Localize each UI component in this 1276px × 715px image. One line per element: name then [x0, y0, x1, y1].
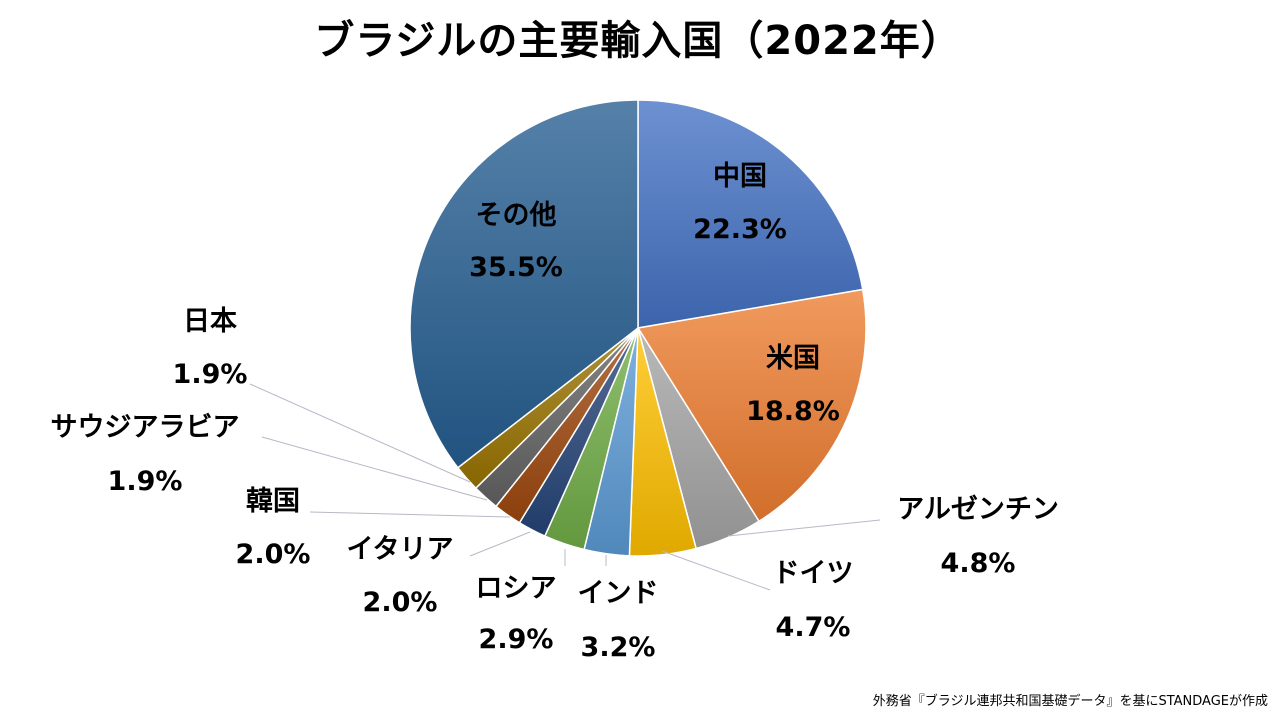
chart-title: ブラジルの主要輸入国（2022年）	[314, 18, 962, 64]
slice-9-leader-line	[261, 436, 488, 501]
slice-2-value-label: 18.8%	[746, 396, 840, 427]
slice-7-name-label: イタリア	[347, 534, 454, 565]
slice-1-name-label: 中国	[713, 161, 767, 192]
slice-11-name-label: その他	[476, 200, 557, 231]
pie-slices	[409, 99, 867, 557]
leader-lines	[249, 383, 881, 591]
slice-2-name-label: 米国	[766, 343, 820, 374]
slice-9-value-label: 1.9%	[108, 466, 183, 497]
slice-10-leader-line	[249, 383, 471, 483]
source-note: 外務省『ブラジル連邦共和国基礎データ』を基にSTANDAGEが作成	[872, 694, 1268, 709]
slice-10-value-label: 1.9%	[173, 359, 248, 390]
slice-2-wedge	[636, 288, 867, 523]
slice-11-wedge	[409, 99, 639, 469]
slice-4-name-label: ドイツ	[773, 558, 854, 589]
slice-3-name-label: アルゼンチン	[897, 494, 1059, 525]
slice-10-name-label: 日本	[183, 306, 237, 337]
slice-8-leader-line	[309, 511, 511, 518]
slice-6-name-label: ロシア	[476, 573, 557, 604]
slice-1-wedge	[637, 99, 864, 329]
slice-3-leader-line	[727, 519, 881, 537]
slice-4-leader-line	[661, 550, 771, 591]
slice-1-value-label: 22.3%	[693, 214, 787, 245]
slice-8-name-label: 韓国	[246, 486, 300, 517]
slice-4-value-label: 4.7%	[776, 612, 851, 643]
slice-9-name-label: サウジアラビア	[51, 412, 240, 443]
slice-labels: 中国 22.3% 米国 18.8% アルゼンチン 4.8% ドイツ 4.7% インド 3.2% ロシ…	[51, 161, 1059, 663]
slice-3-value-label: 4.8%	[941, 548, 1016, 579]
slice-11-value-label: 35.5%	[469, 252, 563, 283]
slice-7-value-label: 2.0%	[363, 587, 438, 618]
slice-6-value-label: 2.9%	[479, 624, 554, 655]
slice-5-value-label: 3.2%	[581, 632, 656, 663]
slice-5-name-label: インド	[578, 578, 659, 609]
slice-7-leader-line	[469, 531, 531, 557]
slice-8-value-label: 2.0%	[236, 539, 311, 570]
